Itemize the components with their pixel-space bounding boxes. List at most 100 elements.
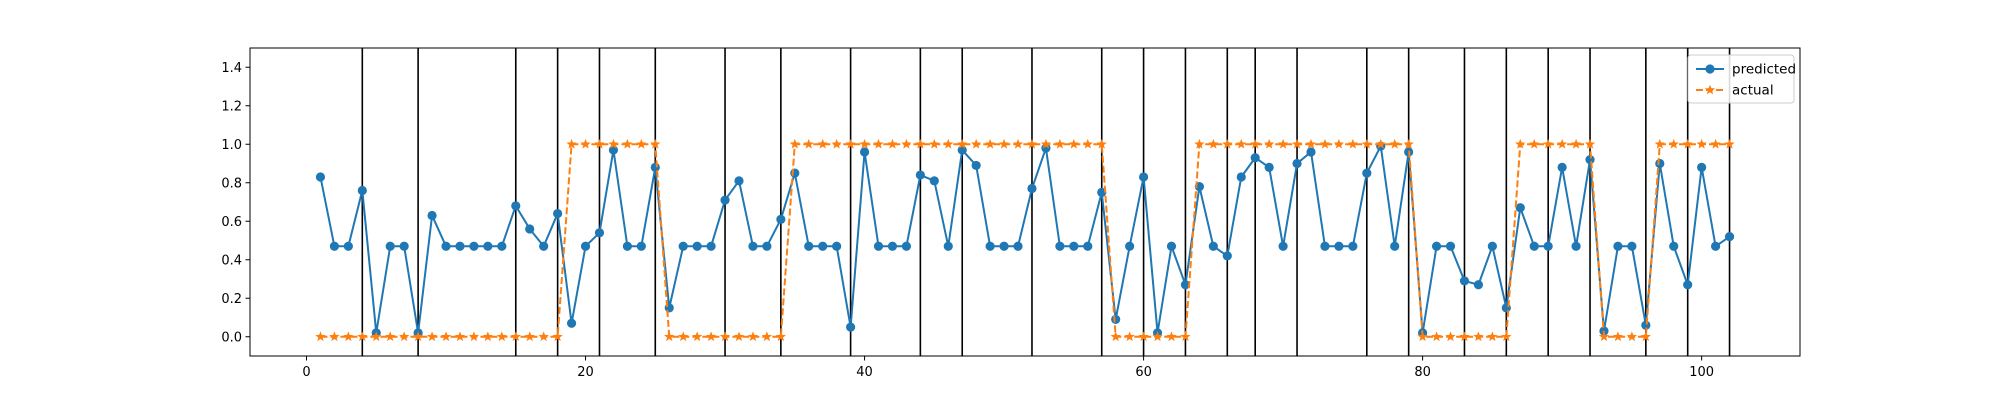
series-line-predicted <box>319 145 1731 334</box>
data-point <box>1683 280 1693 290</box>
data-point <box>692 241 702 251</box>
data-point <box>775 331 786 342</box>
data-point <box>468 331 480 342</box>
data-point <box>929 176 939 186</box>
data-point <box>1543 138 1554 149</box>
data-point <box>846 322 856 332</box>
data-point <box>454 331 466 342</box>
series-actual <box>315 138 1735 342</box>
legend-marker-actual <box>1704 84 1716 95</box>
data-point <box>1557 162 1567 172</box>
data-point <box>1138 331 1149 342</box>
series-group <box>315 138 1735 342</box>
data-point <box>1278 241 1288 251</box>
data-point <box>1487 331 1498 342</box>
data-point <box>1403 138 1414 149</box>
data-point <box>1669 241 1679 251</box>
data-point <box>678 241 688 251</box>
data-point <box>1654 138 1665 149</box>
data-point <box>1054 138 1066 149</box>
data-point <box>1584 138 1596 149</box>
data-point <box>817 138 828 149</box>
data-point <box>915 138 926 149</box>
data-point <box>984 138 996 149</box>
data-point <box>1641 320 1651 330</box>
data-point <box>957 138 968 149</box>
data-point <box>385 241 395 251</box>
data-point <box>1250 153 1260 163</box>
data-point <box>636 241 646 251</box>
data-point <box>1055 241 1065 251</box>
data-point <box>985 241 995 251</box>
data-point <box>1682 138 1693 149</box>
legend: predicted actual <box>1687 54 1796 104</box>
data-point <box>692 331 703 342</box>
x-tick-label: 80 <box>1414 365 1431 380</box>
data-point <box>1222 138 1233 149</box>
data-point <box>412 331 424 342</box>
data-point <box>1180 280 1191 290</box>
y-tick-label: 0.4 <box>221 253 242 268</box>
data-point <box>1347 138 1358 149</box>
data-point <box>748 241 758 251</box>
y-tick-label: 0.8 <box>221 176 242 191</box>
data-point <box>1626 331 1638 342</box>
y-tick-label: 0.2 <box>221 292 242 307</box>
data-point <box>733 331 745 342</box>
data-point <box>329 331 340 342</box>
data-point <box>678 331 689 342</box>
data-point <box>1459 331 1470 342</box>
data-point <box>552 331 563 342</box>
data-point <box>511 201 521 211</box>
data-point <box>1013 241 1023 251</box>
data-point <box>1445 331 1456 342</box>
data-point <box>1543 241 1553 251</box>
data-point <box>371 331 382 342</box>
data-point <box>315 172 326 182</box>
data-point <box>1208 241 1218 251</box>
data-point <box>971 160 981 171</box>
data-point <box>399 241 409 251</box>
data-point <box>427 210 437 221</box>
data-point <box>441 241 451 251</box>
data-point <box>1194 138 1205 149</box>
data-point <box>329 241 340 251</box>
x-tick-label: 60 <box>1135 365 1152 380</box>
data-point <box>1640 331 1651 342</box>
legend-marker-predicted <box>1705 64 1715 74</box>
data-point <box>1110 331 1121 342</box>
data-point <box>1026 138 1038 149</box>
data-point <box>566 318 577 328</box>
data-point <box>594 228 605 238</box>
legend-label-actual: actual <box>1732 83 1774 99</box>
data-point <box>1417 331 1428 342</box>
data-point <box>343 241 353 251</box>
data-point <box>553 208 563 219</box>
data-point <box>1069 241 1079 251</box>
data-point <box>1375 138 1386 149</box>
data-point <box>1083 241 1093 251</box>
data-point <box>580 138 591 149</box>
data-point <box>706 241 716 251</box>
data-point <box>539 241 549 251</box>
data-point <box>385 331 396 342</box>
data-point <box>1166 241 1177 251</box>
data-point <box>650 162 660 172</box>
data-point <box>832 241 842 251</box>
data-point <box>525 224 535 234</box>
data-point <box>1501 331 1512 342</box>
data-point <box>1027 183 1037 194</box>
data-point <box>1445 241 1456 251</box>
data-point <box>790 168 800 178</box>
data-point <box>1627 241 1637 251</box>
data-point <box>762 241 772 251</box>
data-point <box>1305 138 1317 149</box>
data-point <box>831 138 842 149</box>
data-point <box>483 241 493 251</box>
data-point <box>1291 138 1303 149</box>
data-point <box>1389 138 1400 149</box>
data-point <box>1166 331 1177 342</box>
data-point <box>1082 138 1093 149</box>
data-point <box>1292 158 1302 169</box>
